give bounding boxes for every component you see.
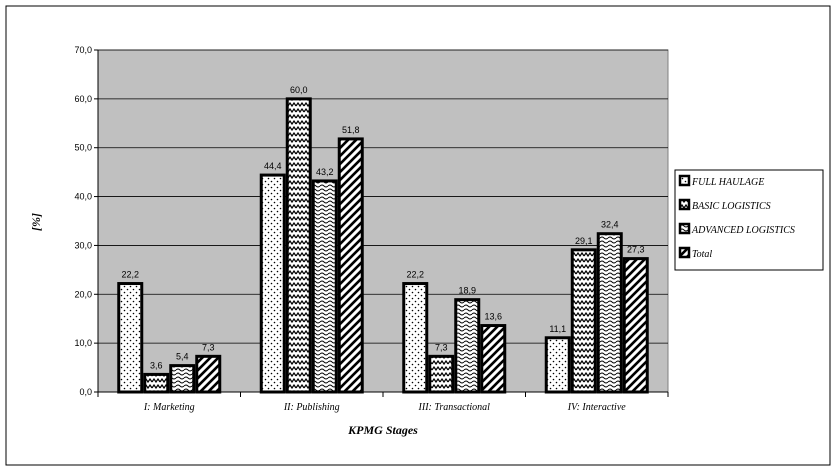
data-label: 44,4 [264, 161, 282, 171]
legend-label: Total [692, 249, 712, 260]
y-tick-label: 30,0 [74, 240, 92, 250]
data-labels: 22,2 3,6 5,4 7,3 44,4 60,0 43,2 51,8 22,2 7,3 18,9… [121, 85, 644, 371]
data-label: 7,3 [435, 342, 448, 352]
legend: FULL HAULAGE BASIC LOGISTICS ADVANCED LOGI… [678, 174, 795, 260]
x-tick-label: III: Transactional [418, 402, 491, 413]
bar-total [337, 137, 364, 394]
y-tick-label: 10,0 [74, 338, 92, 348]
bar-total [622, 257, 649, 394]
x-tick-label: II: Publishing [283, 402, 340, 413]
y-axis-title: [%] [29, 213, 43, 231]
data-label: 7,3 [202, 342, 215, 352]
data-label: 29,1 [575, 236, 593, 246]
data-label: 11,1 [549, 324, 566, 334]
bar-advanced-logistics [311, 179, 338, 394]
bar-full-haulage [402, 282, 429, 394]
y-axis-ticks: 0,0 10,0 20,0 30,0 40,0 50,0 60,0 70,0 [74, 45, 98, 397]
data-label: 27,3 [627, 245, 645, 255]
bar-full-haulage [544, 336, 571, 394]
bar-basic-logistics [143, 372, 170, 394]
data-label: 3,6 [150, 360, 163, 370]
legend-label: FULL HAULAGE [691, 177, 764, 188]
bar-basic-logistics [285, 97, 312, 394]
y-tick-label: 0,0 [79, 387, 92, 397]
y-tick-label: 40,0 [74, 192, 92, 202]
data-label: 43,2 [316, 167, 334, 177]
legend-label: BASIC LOGISTICS [692, 201, 771, 212]
bar-full-haulage [117, 282, 144, 394]
legend-label: ADVANCED LOGISTICS [691, 225, 795, 236]
legend-swatch [678, 222, 691, 235]
bar-total [480, 324, 507, 394]
data-label: 5,4 [176, 352, 189, 362]
x-axis-ticks: I: Marketing II: Publishing III: Transacti… [97, 392, 669, 413]
bar-advanced-logistics [454, 298, 481, 394]
y-tick-label: 20,0 [74, 289, 92, 299]
legend-swatch [678, 246, 691, 259]
bar-advanced-logistics [169, 364, 196, 394]
data-label: 60,0 [290, 85, 308, 95]
bar-full-haulage [259, 173, 286, 394]
y-tick-label: 50,0 [74, 143, 92, 153]
data-label: 22,2 [121, 270, 139, 280]
x-tick-label: I: Marketing [143, 402, 195, 413]
bar-basic-logistics [570, 248, 597, 394]
data-label: 22,2 [406, 270, 424, 280]
y-tick-label: 60,0 [74, 94, 92, 104]
legend-box [674, 169, 824, 271]
legend-swatch [678, 174, 691, 187]
data-label: 32,4 [601, 220, 619, 230]
bar-basic-logistics [428, 354, 455, 394]
y-tick-label: 70,0 [74, 45, 92, 55]
data-label: 18,9 [458, 286, 476, 296]
x-tick-label: IV: Interactive [567, 402, 626, 413]
legend-swatch [678, 198, 691, 211]
gridlines [98, 49, 668, 344]
x-axis-title: KPMG Stages [347, 423, 418, 437]
bar-advanced-logistics [596, 232, 623, 394]
bar-total [195, 354, 222, 394]
data-label: 51,8 [342, 125, 360, 135]
bars [117, 97, 649, 394]
data-label: 13,6 [484, 312, 502, 322]
